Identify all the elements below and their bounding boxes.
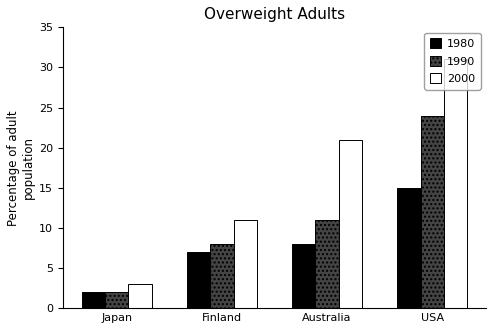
Bar — [444, 59, 467, 308]
Bar — [339, 140, 362, 308]
Bar — [129, 284, 151, 308]
Bar — [82, 292, 106, 308]
Y-axis label: Percentage of adult
population: Percentage of adult population — [7, 110, 35, 225]
Bar — [187, 252, 211, 308]
Bar — [234, 220, 257, 308]
Bar — [397, 188, 421, 308]
Legend: 1980, 1990, 2000: 1980, 1990, 2000 — [424, 33, 481, 90]
Bar — [106, 292, 129, 308]
Bar — [292, 244, 316, 308]
Bar — [211, 244, 234, 308]
Bar — [421, 115, 444, 308]
Bar — [316, 220, 339, 308]
Title: Overweight Adults: Overweight Adults — [204, 7, 345, 22]
